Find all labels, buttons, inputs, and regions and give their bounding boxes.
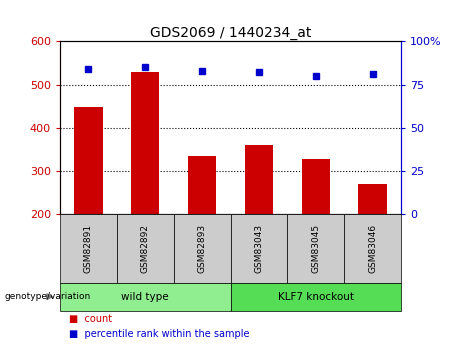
Bar [230,283,401,310]
Text: ■  count: ■ count [69,314,112,324]
Text: GSM82892: GSM82892 [141,224,150,273]
Bar [60,283,230,310]
Bar [74,107,102,214]
Bar [60,214,117,283]
Bar [131,72,160,214]
Bar [344,214,401,283]
Bar [301,159,330,214]
Text: GSM83043: GSM83043 [254,224,263,273]
Text: GSM83046: GSM83046 [368,224,377,273]
Bar [230,214,287,283]
Text: GSM82893: GSM82893 [198,224,207,273]
Title: GDS2069 / 1440234_at: GDS2069 / 1440234_at [150,26,311,40]
Text: ■  percentile rank within the sample: ■ percentile rank within the sample [69,329,250,339]
Text: genotype/variation: genotype/variation [5,292,91,301]
Bar [117,214,174,283]
Bar [245,145,273,214]
Bar [188,156,216,214]
Text: GSM83045: GSM83045 [311,224,320,273]
Bar [358,184,387,214]
Text: KLF7 knockout: KLF7 knockout [278,292,354,302]
Bar [174,214,230,283]
Text: wild type: wild type [121,292,169,302]
Text: GSM82891: GSM82891 [84,224,93,273]
Bar [287,214,344,283]
